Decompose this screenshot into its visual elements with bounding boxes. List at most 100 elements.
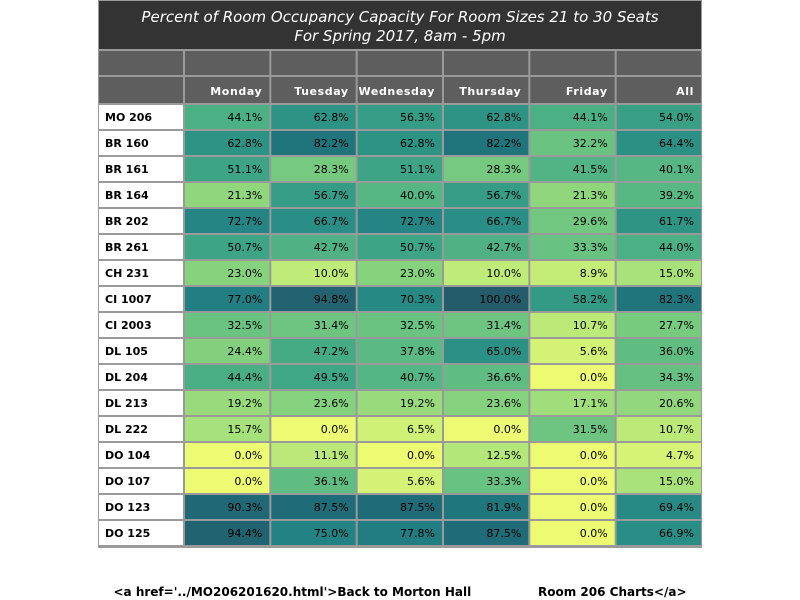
heatmap-cell	[357, 391, 442, 415]
row-label-cell	[99, 157, 183, 181]
cell-value: 42.7%	[486, 241, 521, 254]
cell-value: 33.3%	[486, 475, 521, 488]
cell-value: 69.4%	[659, 501, 694, 514]
cell-value: 12.5%	[486, 449, 521, 462]
cell-value: 44.1%	[227, 111, 262, 124]
cell-value: 17.1%	[573, 397, 608, 410]
row-label: DO 123	[105, 501, 150, 514]
heatmap-cell	[616, 157, 701, 181]
cell-value: 0.0%	[234, 449, 262, 462]
header-spacer-cell	[271, 51, 356, 75]
heatmap-cell	[444, 105, 529, 129]
cell-value: 56.3%	[400, 111, 435, 124]
cell-value: 70.3%	[400, 293, 435, 306]
cell-value: 94.4%	[227, 527, 262, 540]
cell-value: 10.0%	[314, 267, 349, 280]
row-label: BR 161	[105, 163, 149, 176]
column-header-cell	[271, 77, 356, 103]
row-label-cell	[99, 365, 183, 389]
cell-value: 51.1%	[400, 163, 435, 176]
column-header-all: All	[676, 85, 694, 98]
heatmap-cell	[530, 443, 615, 467]
heatmap-cell	[616, 313, 701, 337]
cell-value: 72.7%	[400, 215, 435, 228]
row-label-cell	[99, 131, 183, 155]
row-label-cell	[99, 443, 183, 467]
cell-value: 40.0%	[400, 189, 435, 202]
heatmap-cell	[185, 287, 270, 311]
cell-value: 10.7%	[573, 319, 608, 332]
heatmap-cell	[616, 339, 701, 363]
cell-value: 100.0%	[479, 293, 521, 306]
heatmap-cell	[530, 183, 615, 207]
cell-value: 33.3%	[573, 241, 608, 254]
row-label-cell	[99, 105, 183, 129]
cell-value: 0.0%	[580, 527, 608, 540]
cell-value: 24.4%	[227, 345, 262, 358]
cell-value: 44.1%	[573, 111, 608, 124]
heatmap-cell	[357, 235, 442, 259]
row-label-cell	[99, 495, 183, 519]
column-header-cell	[616, 77, 701, 103]
cell-value: 0.0%	[407, 449, 435, 462]
heatmap-cell	[185, 313, 270, 337]
cell-value: 62.8%	[486, 111, 521, 124]
row-label-cell	[99, 417, 183, 441]
row-label: CH 231	[105, 267, 149, 280]
back-link[interactable]: <a href='../MO206201620.html'>Back to Mo…	[113, 585, 687, 599]
heatmap-cell	[271, 417, 356, 441]
heatmap-cell	[185, 105, 270, 129]
header-spacer-cell	[444, 51, 529, 75]
cell-value: 15.0%	[659, 267, 694, 280]
cell-value: 21.3%	[573, 189, 608, 202]
heatmap-cell	[271, 495, 356, 519]
chart-subtitle: For Spring 2017, 8am - 5pm	[294, 27, 506, 45]
cell-value: 41.5%	[573, 163, 608, 176]
heatmap-cell	[444, 469, 529, 493]
header-spacer-cell	[185, 51, 270, 75]
column-header-monday: Monday	[210, 85, 262, 98]
heatmap-cell	[357, 183, 442, 207]
heatmap-cell	[530, 157, 615, 181]
heatmap-cell	[357, 417, 442, 441]
cell-value: 49.5%	[314, 371, 349, 384]
row-label-cell	[99, 521, 183, 545]
cell-value: 23.6%	[486, 397, 521, 410]
heatmap-cell	[185, 391, 270, 415]
heatmap-cell	[444, 339, 529, 363]
cell-value: 5.6%	[580, 345, 608, 358]
heatmap-cell	[185, 183, 270, 207]
cell-value: 20.6%	[659, 397, 694, 410]
heatmap-cell	[271, 365, 356, 389]
cell-value: 42.7%	[314, 241, 349, 254]
cell-value: 87.5%	[400, 501, 435, 514]
cell-value: 15.7%	[227, 423, 262, 436]
cell-value: 81.9%	[486, 501, 521, 514]
heatmap-cell	[271, 209, 356, 233]
cell-value: 77.0%	[227, 293, 262, 306]
heatmap-cell	[185, 339, 270, 363]
cell-value: 15.0%	[659, 475, 694, 488]
row-label: DO 104	[105, 449, 151, 462]
cell-value: 64.4%	[659, 137, 694, 150]
cell-value: 36.1%	[314, 475, 349, 488]
heatmap-cell	[271, 183, 356, 207]
heatmap-cell	[530, 209, 615, 233]
cell-value: 36.6%	[486, 371, 521, 384]
row-label-cell	[99, 183, 183, 207]
cell-value: 44.4%	[227, 371, 262, 384]
cell-value: 19.2%	[400, 397, 435, 410]
heatmap-cell	[357, 313, 442, 337]
heatmap-cell	[616, 417, 701, 441]
heatmap-cell	[530, 417, 615, 441]
heatmap-cell	[616, 209, 701, 233]
cell-value: 58.2%	[573, 293, 608, 306]
heatmap-cell	[357, 339, 442, 363]
row-label-cell	[99, 235, 183, 259]
cell-value: 5.6%	[407, 475, 435, 488]
cell-value: 10.0%	[486, 267, 521, 280]
row-label: DL 213	[105, 397, 148, 410]
cell-value: 32.5%	[400, 319, 435, 332]
heatmap-cell	[444, 157, 529, 181]
row-label-cell	[99, 339, 183, 363]
